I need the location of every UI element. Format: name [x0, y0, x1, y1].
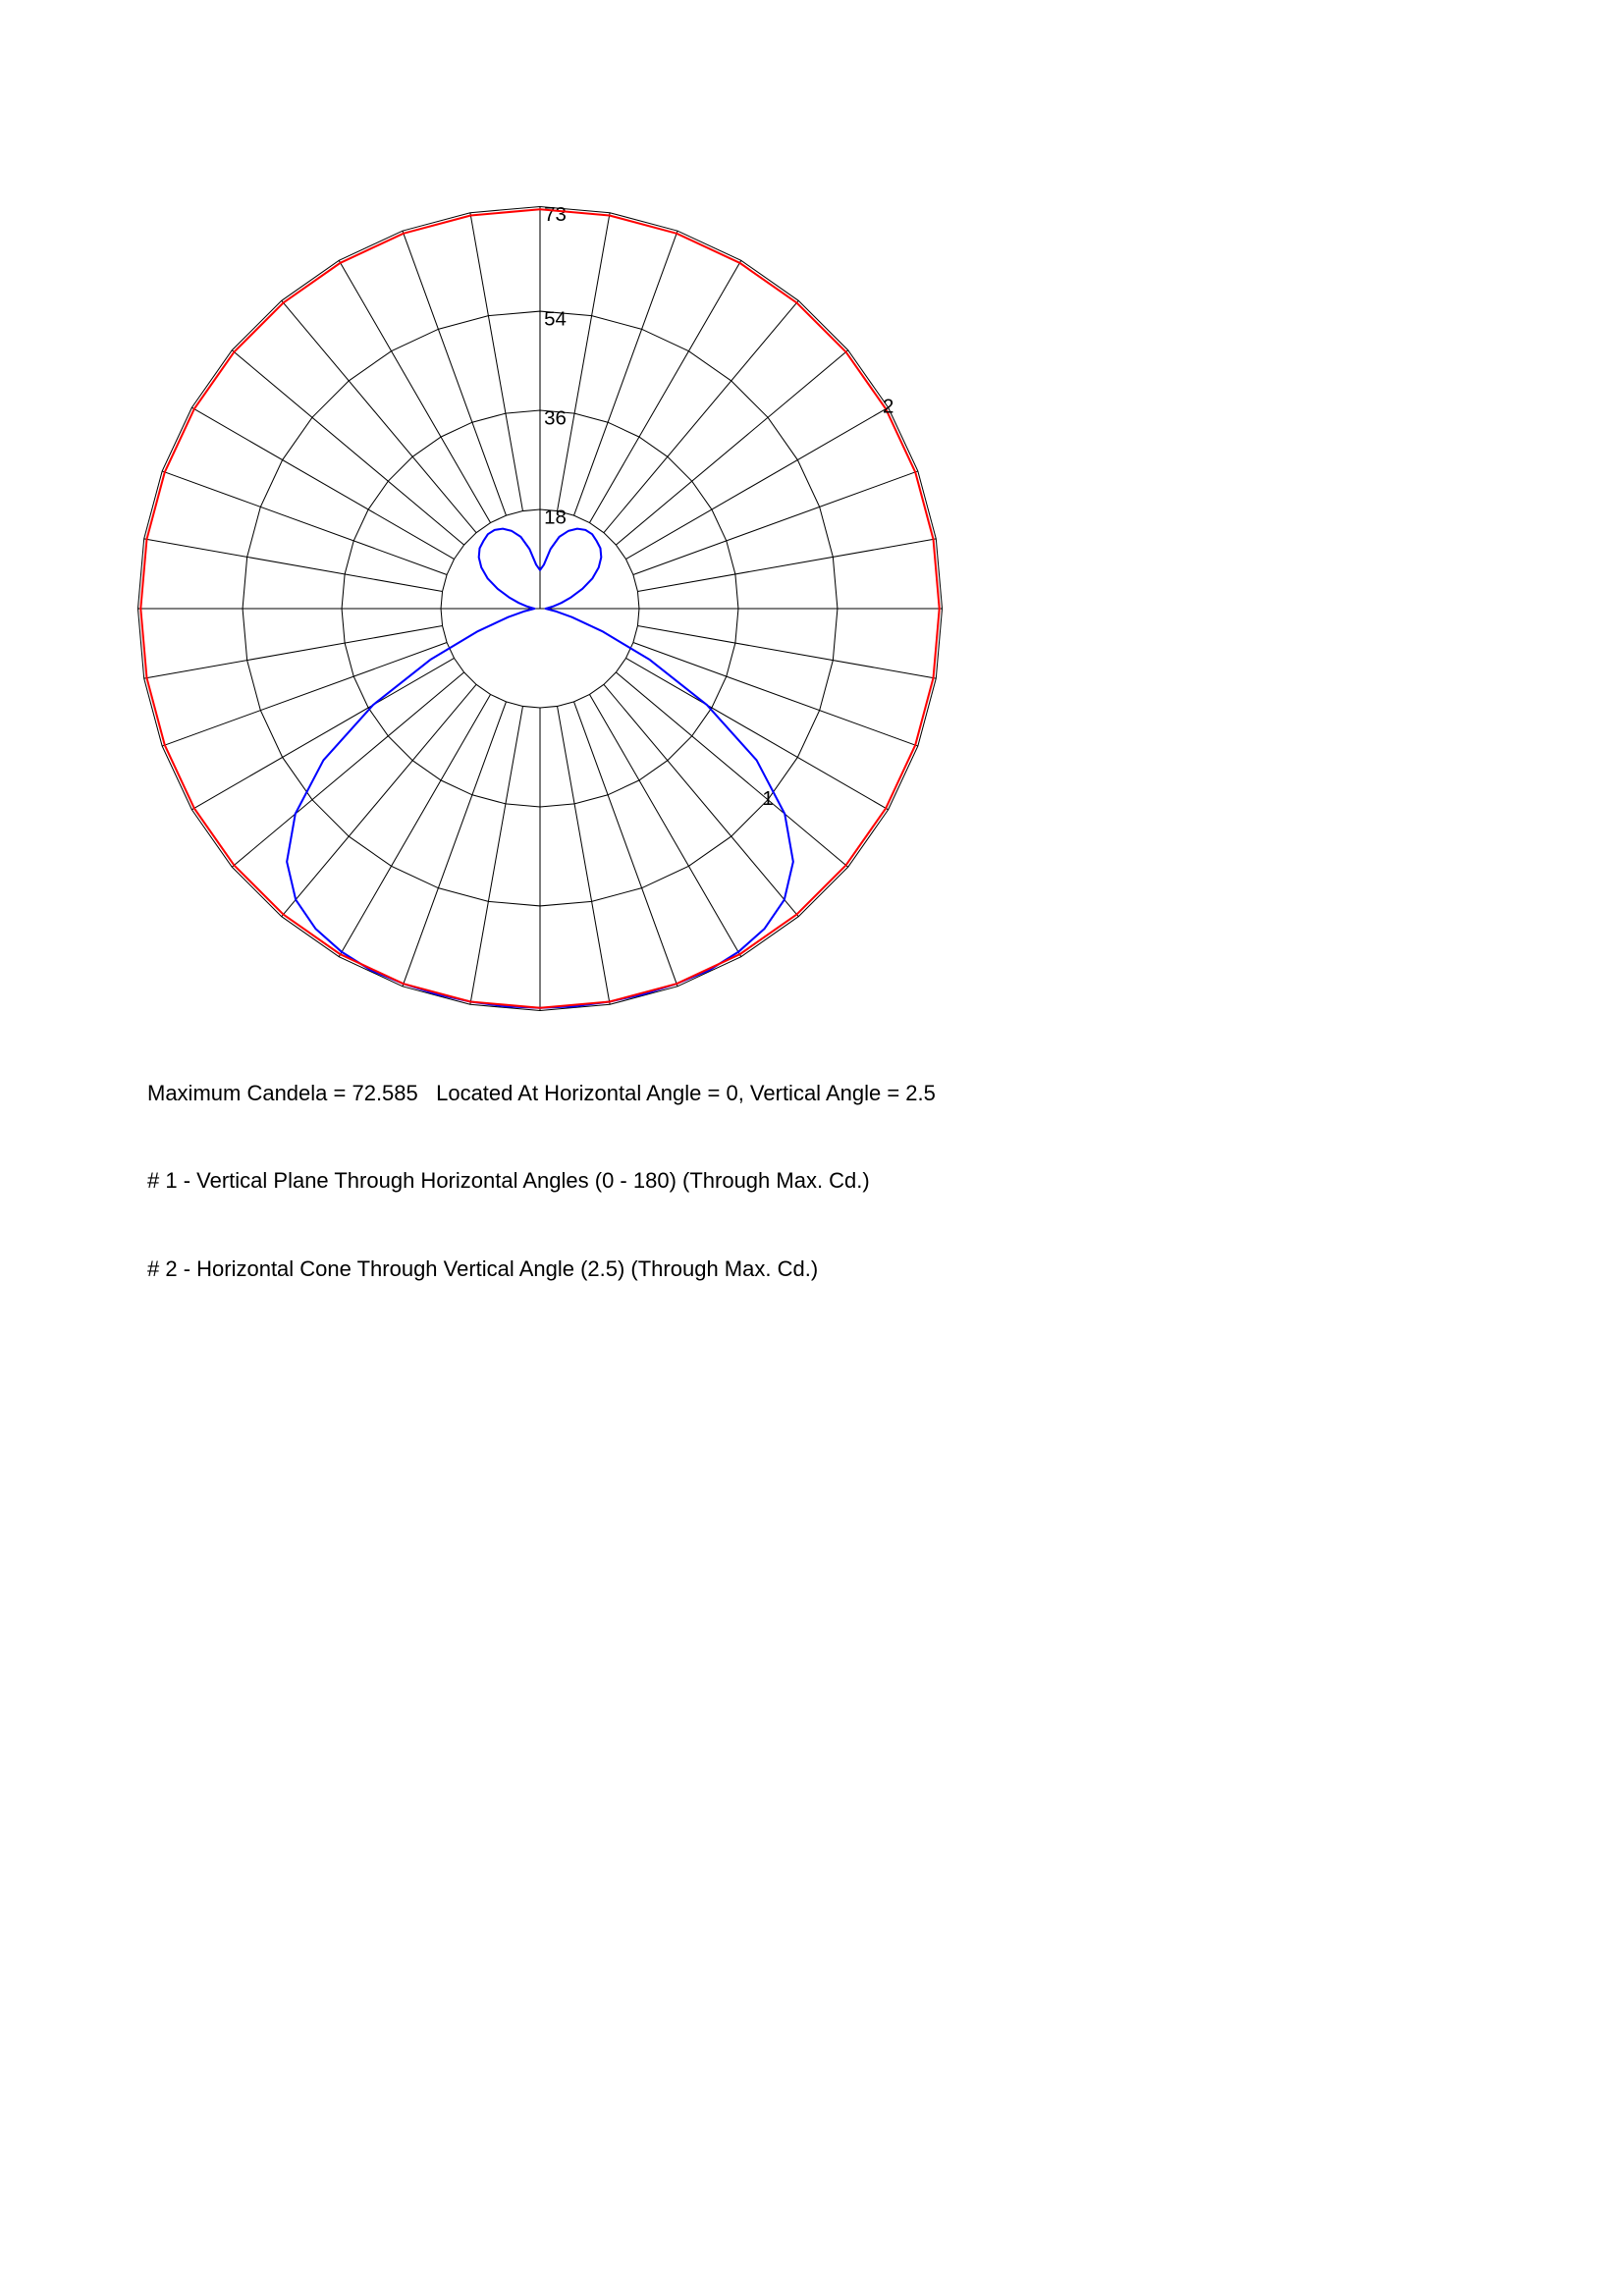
caption-line-1: Maximum Candela = 72.585 Located At Hori…	[147, 1079, 936, 1108]
polar-svg: 18 36 54 73 1 2	[118, 187, 962, 1031]
svg-text:1: 1	[762, 787, 773, 810]
page: 18 36 54 73 1 2 Maximum Candela = 72.585 Loca…	[0, 0, 1624, 2296]
caption-line-2: # 1 - Vertical Plane Through Horizontal …	[147, 1166, 936, 1196]
caption-line-3: # 2 - Horizontal Cone Through Vertical A…	[147, 1255, 936, 1284]
svg-text:36: 36	[544, 406, 567, 429]
svg-text:2: 2	[883, 396, 893, 418]
svg-text:54: 54	[544, 307, 567, 330]
polar-chart: 18 36 54 73 1 2	[118, 187, 962, 1036]
caption-block: Maximum Candela = 72.585 Located At Hori…	[147, 1021, 936, 1342]
svg-text:73: 73	[544, 203, 567, 226]
svg-text:18: 18	[544, 506, 567, 528]
